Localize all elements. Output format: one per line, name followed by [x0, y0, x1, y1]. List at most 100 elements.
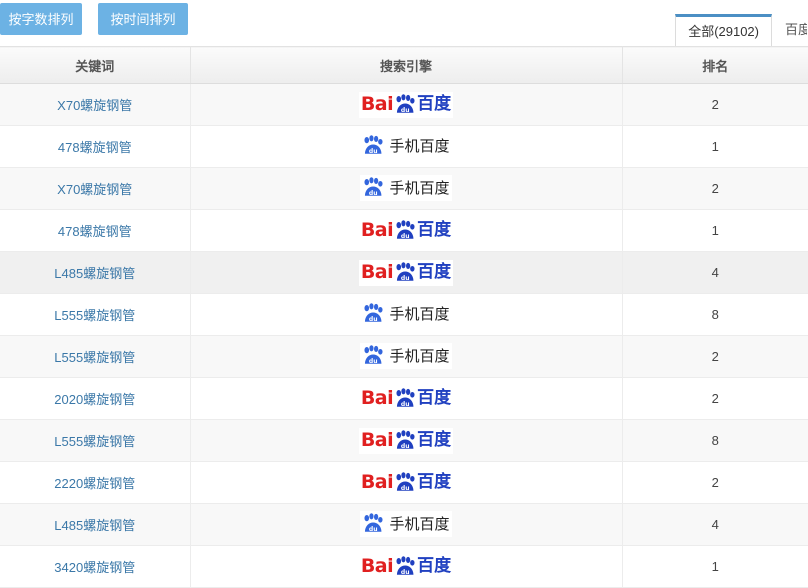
baidu-mobile-label: 手机百度 [389, 304, 450, 323]
table-header-row: 关键词 搜索引擎 排名 [0, 46, 808, 84]
cell-rank: 1 [622, 545, 808, 588]
column-header-keyword: 关键词 [0, 46, 191, 84]
table-row[interactable]: X70螺旋钢管 du 手机百度 2 [0, 167, 808, 210]
cell-search-engine: du 手机百度 [190, 503, 623, 546]
baidu-paw-icon: du [394, 261, 416, 284]
keyword-link[interactable]: 478螺旋钢管 [57, 224, 132, 239]
cell-rank: 2 [622, 461, 808, 504]
cell-search-engine: Bai du 百度 [190, 377, 623, 420]
table-row[interactable]: L555螺旋钢管 Bai du 百度 8 [0, 419, 808, 462]
keyword-link[interactable]: X70螺旋钢管 [57, 182, 133, 197]
table-row[interactable]: L555螺旋钢管 du 手机百度 8 [0, 293, 808, 336]
cell-keyword: 2220螺旋钢管 [0, 461, 191, 504]
column-header-rank: 排名 [622, 46, 808, 84]
table-row[interactable]: 2020螺旋钢管 Bai du 百度 2 [0, 377, 808, 420]
svg-text:du: du [401, 274, 410, 281]
baidu-logo-latin-text: Bai [360, 261, 394, 283]
baidu-pc-logo: Bai du 百度 [358, 427, 454, 454]
table-row[interactable]: 478螺旋钢管 du 手机百度 1 [0, 125, 808, 168]
svg-text:du: du [401, 232, 410, 239]
keyword-link[interactable]: L485螺旋钢管 [54, 266, 136, 281]
cell-rank: 2 [622, 377, 808, 420]
cell-rank: 2 [622, 167, 808, 210]
svg-text:du: du [369, 316, 378, 323]
cell-search-engine: Bai du 百度 [190, 419, 623, 462]
table-row[interactable]: L485螺旋钢管 du 手机百度 4 [0, 503, 808, 546]
rank-value: 4 [711, 517, 719, 532]
baidu-logo-hanzi-text: 百度 [417, 220, 452, 240]
baidu-logo-latin-text: Bai [360, 93, 394, 115]
column-header-search-engine: 搜索引擎 [190, 46, 623, 84]
cell-rank: 1 [622, 209, 808, 252]
baidu-logo-latin-text: Bai [360, 429, 394, 451]
baidu-logo-latin-text: Bai [360, 471, 394, 493]
cell-keyword: X70螺旋钢管 [0, 83, 191, 126]
table-row[interactable]: 3420螺旋钢管 Bai du 百度 1 [0, 545, 808, 588]
keyword-link[interactable]: L485螺旋钢管 [54, 518, 136, 533]
rank-value: 8 [711, 433, 719, 448]
tab-baidu[interactable]: 百度 [785, 22, 807, 37]
baidu-paw-icon: du [394, 429, 416, 452]
table-row[interactable]: 478螺旋钢管 Bai du 百度 1 [0, 209, 808, 252]
baidu-logo-hanzi-text: 百度 [417, 388, 452, 408]
svg-text:du: du [401, 106, 410, 113]
cell-keyword: L555螺旋钢管 [0, 335, 191, 378]
baidu-mobile-label: 手机百度 [389, 514, 450, 533]
baidu-mobile-paw-icon: du [362, 177, 384, 199]
cell-rank: 4 [622, 503, 808, 546]
baidu-mobile-paw-icon: du [362, 135, 384, 157]
cell-keyword: 478螺旋钢管 [0, 125, 191, 168]
keyword-link[interactable]: 2220螺旋钢管 [54, 476, 136, 491]
tab-all[interactable]: 全部(29102) [675, 14, 772, 46]
baidu-mobile-paw-icon: du [362, 345, 384, 367]
baidu-pc-logo: Bai du 百度 [358, 91, 454, 118]
keyword-link[interactable]: L555螺旋钢管 [54, 434, 136, 449]
baidu-logo-latin-text: Bai [360, 219, 394, 241]
keyword-link[interactable]: 478螺旋钢管 [57, 140, 132, 155]
keyword-link[interactable]: 3420螺旋钢管 [54, 560, 136, 575]
cell-search-engine: Bai du 百度 [190, 461, 623, 504]
cell-search-engine: Bai du 百度 [190, 209, 623, 252]
cell-keyword: L485螺旋钢管 [0, 503, 191, 546]
rank-value: 2 [711, 475, 719, 490]
cell-keyword: X70螺旋钢管 [0, 167, 191, 210]
baidu-mobile-paw-icon: du [362, 513, 384, 535]
baidu-logo-hanzi-text: 百度 [417, 430, 452, 450]
keyword-ranking-table: 关键词 搜索引擎 排名 X70螺旋钢管 Bai du 百度 2 478螺旋钢管 du 手机百度… [0, 46, 808, 588]
baidu-mobile-logo: du 手机百度 [360, 175, 452, 201]
baidu-pc-logo: Bai du 百度 [358, 469, 454, 496]
svg-text:du: du [369, 148, 378, 155]
baidu-mobile-logo: du 手机百度 [360, 133, 452, 159]
rank-value: 2 [711, 181, 719, 196]
table-body: X70螺旋钢管 Bai du 百度 2 478螺旋钢管 du 手机百度 1 X70螺旋钢管 du 手机… [0, 83, 808, 588]
svg-text:du: du [369, 526, 378, 533]
baidu-pc-logo: Bai du 百度 [358, 553, 454, 580]
baidu-pc-logo: Bai du 百度 [358, 259, 454, 286]
baidu-logo-hanzi-text: 百度 [417, 262, 452, 282]
sort-by-time-button[interactable]: 按时间排列 [98, 3, 188, 35]
baidu-mobile-logo: du 手机百度 [360, 301, 452, 327]
svg-text:du: du [401, 568, 410, 575]
keyword-link[interactable]: L555螺旋钢管 [54, 308, 136, 323]
rank-value: 2 [711, 391, 719, 406]
cell-search-engine: du 手机百度 [190, 293, 623, 336]
cell-search-engine: Bai du 百度 [190, 545, 623, 588]
baidu-mobile-logo: du 手机百度 [360, 511, 452, 537]
cell-keyword: L485螺旋钢管 [0, 251, 191, 294]
keyword-link[interactable]: 2020螺旋钢管 [54, 392, 136, 407]
cell-rank: 8 [622, 419, 808, 462]
baidu-logo-hanzi-text: 百度 [417, 94, 452, 114]
table-row[interactable]: X70螺旋钢管 Bai du 百度 2 [0, 83, 808, 126]
keyword-link[interactable]: X70螺旋钢管 [57, 98, 133, 113]
baidu-logo-hanzi-text: 百度 [417, 472, 452, 492]
table-row[interactable]: L555螺旋钢管 du 手机百度 2 [0, 335, 808, 378]
cell-keyword: L555螺旋钢管 [0, 293, 191, 336]
sort-by-count-button[interactable]: 按字数排列 [0, 3, 82, 35]
svg-text:du: du [401, 400, 410, 407]
cell-keyword: 2020螺旋钢管 [0, 377, 191, 420]
cell-rank: 2 [622, 83, 808, 126]
keyword-link[interactable]: L555螺旋钢管 [54, 350, 136, 365]
table-row[interactable]: L485螺旋钢管 Bai du 百度 4 [0, 251, 808, 294]
table-row[interactable]: 2220螺旋钢管 Bai du 百度 2 [0, 461, 808, 504]
cell-keyword: 3420螺旋钢管 [0, 545, 191, 588]
